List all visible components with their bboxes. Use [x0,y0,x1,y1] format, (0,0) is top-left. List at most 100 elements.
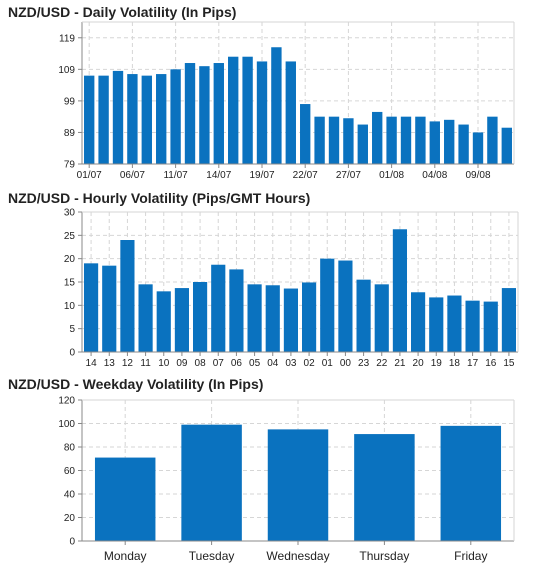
y-tick-label: 20 [64,513,76,524]
x-tick-label: 10 [158,358,170,369]
y-tick-label: 30 [64,208,76,219]
bar [483,301,498,352]
bar [211,264,226,352]
y-tick-label: 60 [64,466,76,477]
x-tick-label: 21 [394,358,406,369]
bar [392,229,408,352]
bar [386,116,397,164]
x-tick-label: 19/07 [249,170,274,181]
bar [440,425,502,541]
bar [415,116,426,164]
x-tick-label: 11/07 [163,170,188,181]
x-tick-label: 03 [285,358,297,369]
bar [283,288,299,352]
y-tick-label: 5 [69,324,75,335]
x-tick-label: 18 [449,358,461,369]
bar [213,63,224,165]
x-tick-label: 14 [86,358,98,369]
x-tick-label: 13 [104,358,116,369]
x-tick-label: 09 [176,358,188,369]
x-tick-label: 06/07 [120,170,145,181]
x-tick-label: 04 [267,358,279,369]
x-tick-label: 04/08 [422,170,447,181]
x-tick-label: 01/08 [379,170,404,181]
bar [141,75,152,164]
bar [256,61,268,164]
x-tick-label: Monday [104,549,147,563]
y-tick-label: 80 [64,443,76,454]
y-tick-label: 79 [64,160,76,171]
bar [429,121,440,164]
hourly-chart-title: NZD/USD - Hourly Volatility (Pips/GMT Ho… [8,190,311,206]
bar [112,70,124,164]
bar [271,47,282,164]
x-tick-label: 06 [231,358,243,369]
bar [98,75,109,164]
bar [501,127,512,164]
bar [156,291,171,352]
bar [410,292,426,352]
bar [83,263,99,352]
bar [338,260,353,352]
bar [356,279,371,352]
bar [374,284,389,352]
y-tick-label: 40 [64,490,76,501]
x-tick-label: 09/08 [465,170,490,181]
y-tick-label: 0 [69,348,75,359]
x-tick-label: Wednesday [266,549,329,563]
bar [372,111,383,164]
bar [285,61,296,164]
y-tick-label: 109 [58,65,75,76]
bar [120,240,135,352]
y-tick-label: 10 [64,301,76,312]
bar [458,124,469,164]
bar [84,75,95,164]
daily-chart-title: NZD/USD - Daily Volatility (In Pips) [8,4,237,20]
bar [228,56,239,164]
x-tick-label: 00 [340,358,352,369]
x-tick-label: 16 [485,358,497,369]
bar [400,116,412,164]
bar [429,297,444,352]
x-tick-label: 05 [249,358,261,369]
x-tick-label: Thursday [359,549,409,563]
bar [357,124,368,164]
y-tick-label: 25 [64,231,76,242]
x-tick-label: 07 [213,358,225,369]
y-tick-label: 0 [69,537,75,548]
weekday-chart-title: NZD/USD - Weekday Volatility (In Pips) [8,376,264,392]
x-tick-label: 11 [140,358,151,369]
bar [354,434,415,541]
bar [127,74,138,164]
y-tick-label: 89 [64,128,76,139]
bar [170,69,181,164]
bar [501,288,517,352]
y-tick-label: 100 [58,419,75,430]
bar [465,300,480,352]
x-tick-label: 20 [413,358,425,369]
bar [472,132,484,164]
x-tick-label: 27/07 [336,170,361,181]
weekday-volatility-chart: 0 20 40 60 80 100 120 Monday Tuesday Wednesday Thu… [58,396,515,563]
bar [242,56,253,164]
x-tick-label: 01/07 [77,170,102,181]
bar [265,285,280,352]
bar [192,282,208,352]
bar [156,74,167,164]
x-tick-label: 15 [503,358,515,369]
bar [444,119,455,164]
bar [267,429,329,541]
bar [328,116,340,164]
daily-volatility-chart: 79 89 99 109 119 01/07 06/07 11/07 14/07 19/07 22/… [58,21,515,181]
x-tick-label: 02 [304,358,316,369]
x-tick-label: 22/07 [293,170,318,181]
x-tick-label: 19 [431,358,443,369]
bar [301,282,317,352]
bar [320,258,335,352]
bar [199,66,210,164]
x-tick-label: 17 [467,358,479,369]
bar [314,116,325,164]
x-tick-label: 22 [376,358,388,369]
y-tick-label: 99 [64,96,76,107]
